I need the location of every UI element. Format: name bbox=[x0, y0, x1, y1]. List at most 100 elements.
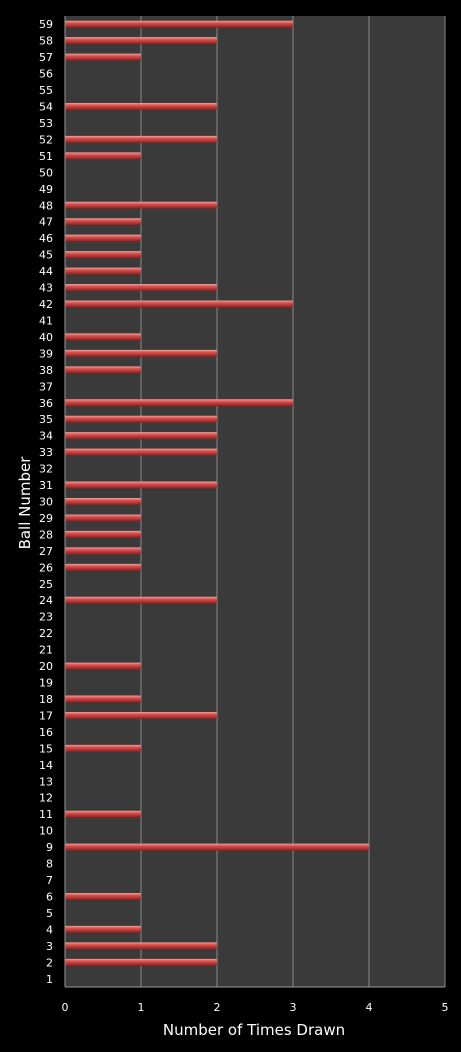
y-tick-label: 57 bbox=[39, 51, 53, 64]
bar bbox=[65, 201, 217, 209]
x-tick-label: 4 bbox=[366, 1001, 373, 1014]
y-tick-label: 15 bbox=[39, 742, 53, 755]
y-tick-label: 31 bbox=[39, 479, 53, 492]
bar bbox=[65, 514, 141, 522]
y-tick-label: 29 bbox=[39, 512, 53, 525]
y-tick-label: 2 bbox=[46, 956, 53, 969]
bar bbox=[65, 547, 141, 555]
y-tick-label: 1 bbox=[46, 973, 53, 986]
y-tick-label: 42 bbox=[39, 298, 53, 311]
y-tick-label: 3 bbox=[46, 940, 53, 953]
y-axis-title: Ball Number bbox=[16, 456, 34, 550]
y-tick-label: 44 bbox=[39, 265, 53, 278]
bar bbox=[65, 892, 141, 900]
bar bbox=[65, 843, 369, 851]
y-tick-label: 21 bbox=[39, 644, 53, 657]
y-tick-label: 39 bbox=[39, 347, 53, 360]
x-tick-label: 5 bbox=[442, 1001, 449, 1014]
y-tick-label: 38 bbox=[39, 364, 53, 377]
y-tick-label: 20 bbox=[39, 660, 53, 673]
y-tick-label: 48 bbox=[39, 199, 53, 212]
bar bbox=[65, 925, 141, 933]
y-tick-label: 24 bbox=[39, 594, 53, 607]
y-tick-label: 7 bbox=[46, 874, 53, 887]
x-tick-labels: 0 1 2 3 4 5 bbox=[62, 1001, 449, 1014]
bar bbox=[65, 267, 141, 275]
x-tick-label: 3 bbox=[290, 1001, 297, 1014]
y-tick-label: 10 bbox=[39, 825, 53, 838]
y-tick-label: 45 bbox=[39, 249, 53, 262]
y-tick-label: 5 bbox=[46, 907, 53, 920]
y-tick-label: 32 bbox=[39, 463, 53, 476]
y-tick-label: 17 bbox=[39, 709, 53, 722]
bar bbox=[65, 366, 141, 374]
bar bbox=[65, 942, 217, 950]
y-tick-label: 46 bbox=[39, 232, 53, 245]
y-tick-label: 33 bbox=[39, 446, 53, 459]
gridlines bbox=[140, 16, 446, 987]
bar bbox=[65, 53, 141, 61]
bar bbox=[65, 662, 141, 670]
bar bbox=[65, 958, 217, 966]
y-tick-label: 6 bbox=[46, 890, 53, 903]
y-tick-label: 25 bbox=[39, 578, 53, 591]
bar bbox=[65, 349, 217, 357]
y-tick-label: 19 bbox=[39, 677, 53, 690]
bar bbox=[65, 695, 141, 703]
bar bbox=[65, 300, 293, 308]
x-tick-label: 2 bbox=[214, 1001, 221, 1014]
y-tick-label: 26 bbox=[39, 561, 53, 574]
y-tick-label: 12 bbox=[39, 792, 53, 805]
y-tick-label: 34 bbox=[39, 430, 53, 443]
y-tick-label: 14 bbox=[39, 759, 53, 772]
bar bbox=[65, 448, 217, 456]
bar bbox=[65, 415, 217, 423]
bar bbox=[65, 711, 217, 719]
y-tick-label: 54 bbox=[39, 101, 53, 114]
bar bbox=[65, 333, 141, 341]
bar bbox=[65, 596, 217, 604]
y-tick-label: 13 bbox=[39, 775, 53, 788]
bar bbox=[65, 234, 141, 242]
y-tick-label: 53 bbox=[39, 117, 53, 130]
y-tick-label: 59 bbox=[39, 18, 53, 31]
y-tick-label: 28 bbox=[39, 528, 53, 541]
y-tick-label: 8 bbox=[46, 858, 53, 871]
bar bbox=[65, 284, 217, 292]
bar bbox=[65, 251, 141, 259]
bar bbox=[65, 399, 293, 407]
y-tick-label: 23 bbox=[39, 611, 53, 624]
bar bbox=[65, 744, 141, 752]
y-tick-label: 9 bbox=[46, 841, 53, 854]
bar bbox=[65, 563, 141, 571]
y-tick-label: 18 bbox=[39, 693, 53, 706]
y-tick-label: 58 bbox=[39, 35, 53, 48]
x-tick-label: 0 bbox=[62, 1001, 69, 1014]
y-tick-label: 43 bbox=[39, 282, 53, 295]
bar bbox=[65, 498, 141, 505]
y-tick-label: 16 bbox=[39, 726, 53, 739]
bar bbox=[65, 530, 141, 538]
y-tick-label: 27 bbox=[39, 545, 53, 558]
bar bbox=[65, 20, 293, 28]
y-tick-label: 51 bbox=[39, 150, 53, 163]
y-tick-label: 47 bbox=[39, 216, 53, 229]
y-tick-label: 50 bbox=[39, 166, 53, 179]
y-tick-label: 49 bbox=[39, 183, 53, 196]
y-tick-label: 22 bbox=[39, 627, 53, 640]
y-tick-label: 56 bbox=[39, 68, 53, 81]
bar bbox=[65, 103, 217, 111]
bar bbox=[65, 481, 217, 489]
bar bbox=[65, 152, 141, 160]
y-tick-label: 55 bbox=[39, 84, 53, 97]
y-tick-label: 11 bbox=[39, 808, 53, 821]
bar bbox=[65, 135, 217, 143]
y-tick-label: 41 bbox=[39, 314, 53, 327]
bar bbox=[65, 432, 217, 440]
bars bbox=[65, 20, 369, 966]
y-tick-label: 40 bbox=[39, 331, 53, 344]
bar bbox=[65, 218, 141, 226]
y-tick-label: 30 bbox=[39, 496, 53, 509]
y-tick-label: 37 bbox=[39, 380, 53, 393]
